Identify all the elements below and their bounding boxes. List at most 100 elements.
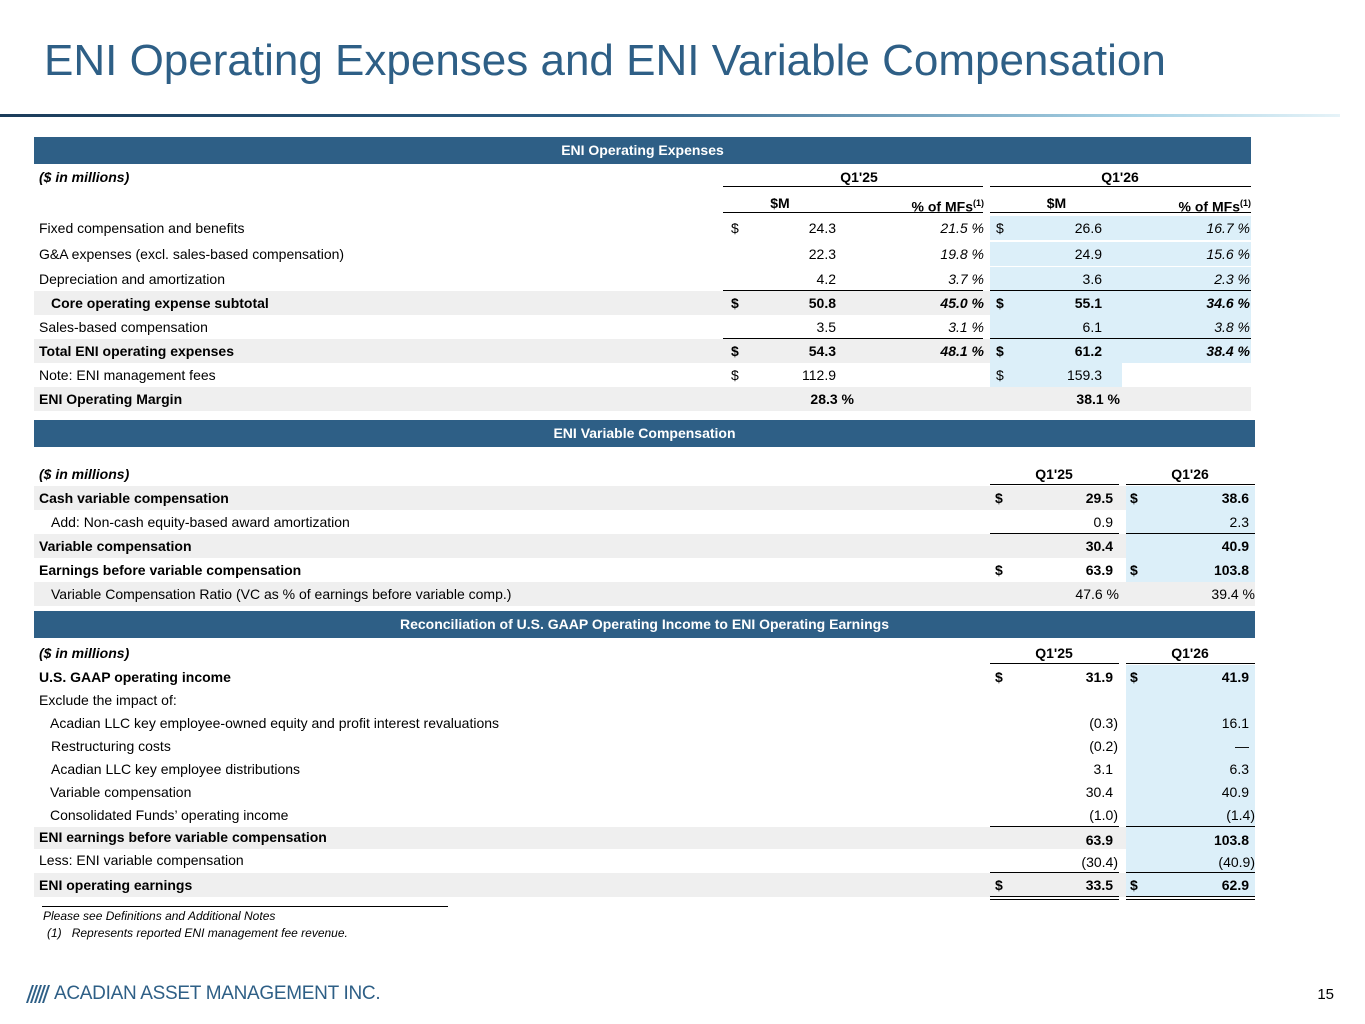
period-rule-1: [723, 186, 983, 187]
table-row: Total ENI operating expenses $ 54.3 48.1…: [34, 339, 1251, 363]
table-row: Sales-based compensation 3.5 3.1 % 6.1 3…: [34, 315, 1251, 339]
row-label: ENI operating earnings: [39, 877, 193, 893]
dollar-sign: $: [1130, 877, 1138, 893]
value-q1-26: 6.1: [1082, 319, 1102, 335]
pct-q1-25: 21.5 %: [940, 220, 984, 236]
value-q1-25: 30.4: [1085, 538, 1113, 554]
table-row: Variable compensation 30.4 40.9: [34, 534, 1255, 558]
value-q1-25: 50.8: [808, 295, 836, 311]
table-row: Exclude the impact of:: [34, 688, 1255, 712]
opex-period-header: ($ in millions) Q1'25 Q1'26: [34, 165, 1251, 189]
row-label: Cash variable compensation: [39, 490, 229, 506]
pct-q1-26: 34.6 %: [1206, 295, 1250, 311]
row-label: Note: ENI management fees: [39, 367, 216, 383]
highlight-cell: [1126, 486, 1255, 510]
table-row: Less: ENI variable compensation (30.4) (…: [34, 849, 1255, 873]
value-q1-25: 63.9: [1085, 832, 1113, 848]
highlight-cell: [990, 216, 1251, 240]
value-q1-26: 62.9: [1221, 877, 1249, 893]
row-label: Consolidated Funds’ operating income: [50, 807, 289, 823]
subtotal-rule: [990, 826, 1119, 827]
dollar-sign: $: [1130, 669, 1138, 685]
value-q1-26: 16.1: [1221, 715, 1249, 731]
row-label: Less: ENI variable compensation: [39, 852, 244, 868]
page-title: ENI Operating Expenses and ENI Variable …: [44, 36, 1166, 85]
table-row: Fixed compensation and benefits $ 24.3 2…: [34, 216, 1251, 240]
dollar-sign: $: [995, 490, 1003, 506]
units-label: ($ in millions): [39, 466, 130, 482]
value-q1-26: (40.9): [1218, 854, 1255, 870]
table-row: Depreciation and amortization 4.2 3.7 % …: [34, 267, 1251, 291]
table-row: ENI earnings before variable compensatio…: [34, 827, 1255, 849]
period-q1-26: Q1'26: [1171, 466, 1209, 482]
value-q1-25: 31.9: [1085, 669, 1113, 685]
table-row: Earnings before variable compensation $ …: [34, 558, 1255, 582]
row-label: Depreciation and amortization: [39, 271, 225, 287]
dollar-sign: $: [996, 295, 1004, 311]
highlight-cell: [1126, 780, 1255, 804]
total-rule: [1126, 872, 1255, 873]
value-q1-26: 26.6: [1074, 220, 1102, 236]
varcomp-section-header: ENI Variable Compensation: [34, 420, 1255, 447]
pct-q1-25: 3.7 %: [948, 271, 984, 287]
value-q1-26: 39.4 %: [1211, 586, 1255, 602]
value-q1-26: 24.9: [1074, 246, 1102, 262]
dollar-sign: $: [1130, 490, 1138, 506]
dollar-sign: $: [996, 367, 1004, 383]
dollar-sign: $: [731, 367, 739, 383]
highlight-cell: [1126, 827, 1255, 849]
footnote-text: Represents reported ENI management fee r…: [71, 926, 348, 940]
value-q1-25: (0.3): [1089, 715, 1118, 731]
period-q1-26: Q1'26: [1101, 169, 1139, 185]
row-label: Total ENI operating expenses: [39, 343, 235, 359]
row-label: Exclude the impact of:: [39, 692, 177, 708]
subtotal-rule: [723, 290, 983, 291]
row-label: ENI earnings before variable compensatio…: [39, 829, 327, 845]
table-row: ENI Operating Margin 28.3 % 38.1 %: [34, 387, 1251, 411]
double-rule: [1126, 896, 1255, 900]
total-rule: [990, 338, 1251, 339]
period-rule-2: [990, 186, 1251, 187]
period-q1-25: Q1'25: [1035, 645, 1073, 661]
highlight-cell: [990, 315, 1251, 339]
highlight-cell: [990, 339, 1251, 363]
dollar-sign: $: [996, 220, 1004, 236]
value-q1-26: 41.9: [1221, 669, 1249, 685]
value-q1-26: 38.1 %: [1076, 391, 1120, 407]
highlight-cell: [1126, 510, 1255, 534]
pct-q1-26: 38.4 %: [1206, 343, 1250, 359]
col-pct-1: % of MFs(1): [911, 198, 984, 215]
units-label: ($ in millions): [39, 169, 130, 185]
row-label: Acadian LLC key employee distributions: [51, 761, 301, 777]
table-row: G&A expenses (excl. sales-based compensa…: [34, 242, 1251, 266]
col-m-1: $M: [770, 195, 790, 211]
total-rule: [990, 872, 1119, 873]
pct-q1-26: 3.8 %: [1214, 319, 1250, 335]
title-rule: [0, 114, 1340, 117]
pct-q1-25: 45.0 %: [940, 295, 984, 311]
dollar-sign: $: [996, 343, 1004, 359]
table-row: Note: ENI management fees $ 112.9 $ 159.…: [34, 363, 1251, 387]
value-q1-26: 2.3: [1229, 514, 1249, 530]
dollar-sign: $: [731, 220, 739, 236]
value-q1-25: 29.5: [1085, 490, 1113, 506]
value-q1-25: 28.3 %: [810, 391, 854, 407]
double-rule: [990, 896, 1119, 900]
value-q1-26: 6.3: [1229, 761, 1249, 777]
total-rule: [723, 338, 983, 339]
row-label: Restructuring costs: [51, 738, 171, 754]
value-q1-26: —: [1235, 738, 1249, 754]
subtotal-rule: [990, 290, 1251, 291]
value-q1-26: 103.8: [1213, 832, 1249, 848]
highlight-cell: [1126, 757, 1255, 781]
varcomp-period-header: ($ in millions) Q1'25 Q1'26: [34, 462, 1255, 486]
highlight-cell: [1126, 534, 1255, 558]
opex-column-header: $M % of MFs(1) $M % of MFs(1): [34, 191, 1251, 215]
opex-section-header: ENI Operating Expenses: [34, 137, 1251, 164]
units-label: ($ in millions): [39, 645, 130, 661]
row-label: Variable compensation: [39, 538, 192, 554]
period-rule-1: [990, 484, 1119, 485]
table-row: Acadian LLC key employee distributions 3…: [34, 757, 1255, 781]
col-m-2: $M: [1046, 195, 1067, 211]
period-rule-2: [1126, 484, 1255, 485]
